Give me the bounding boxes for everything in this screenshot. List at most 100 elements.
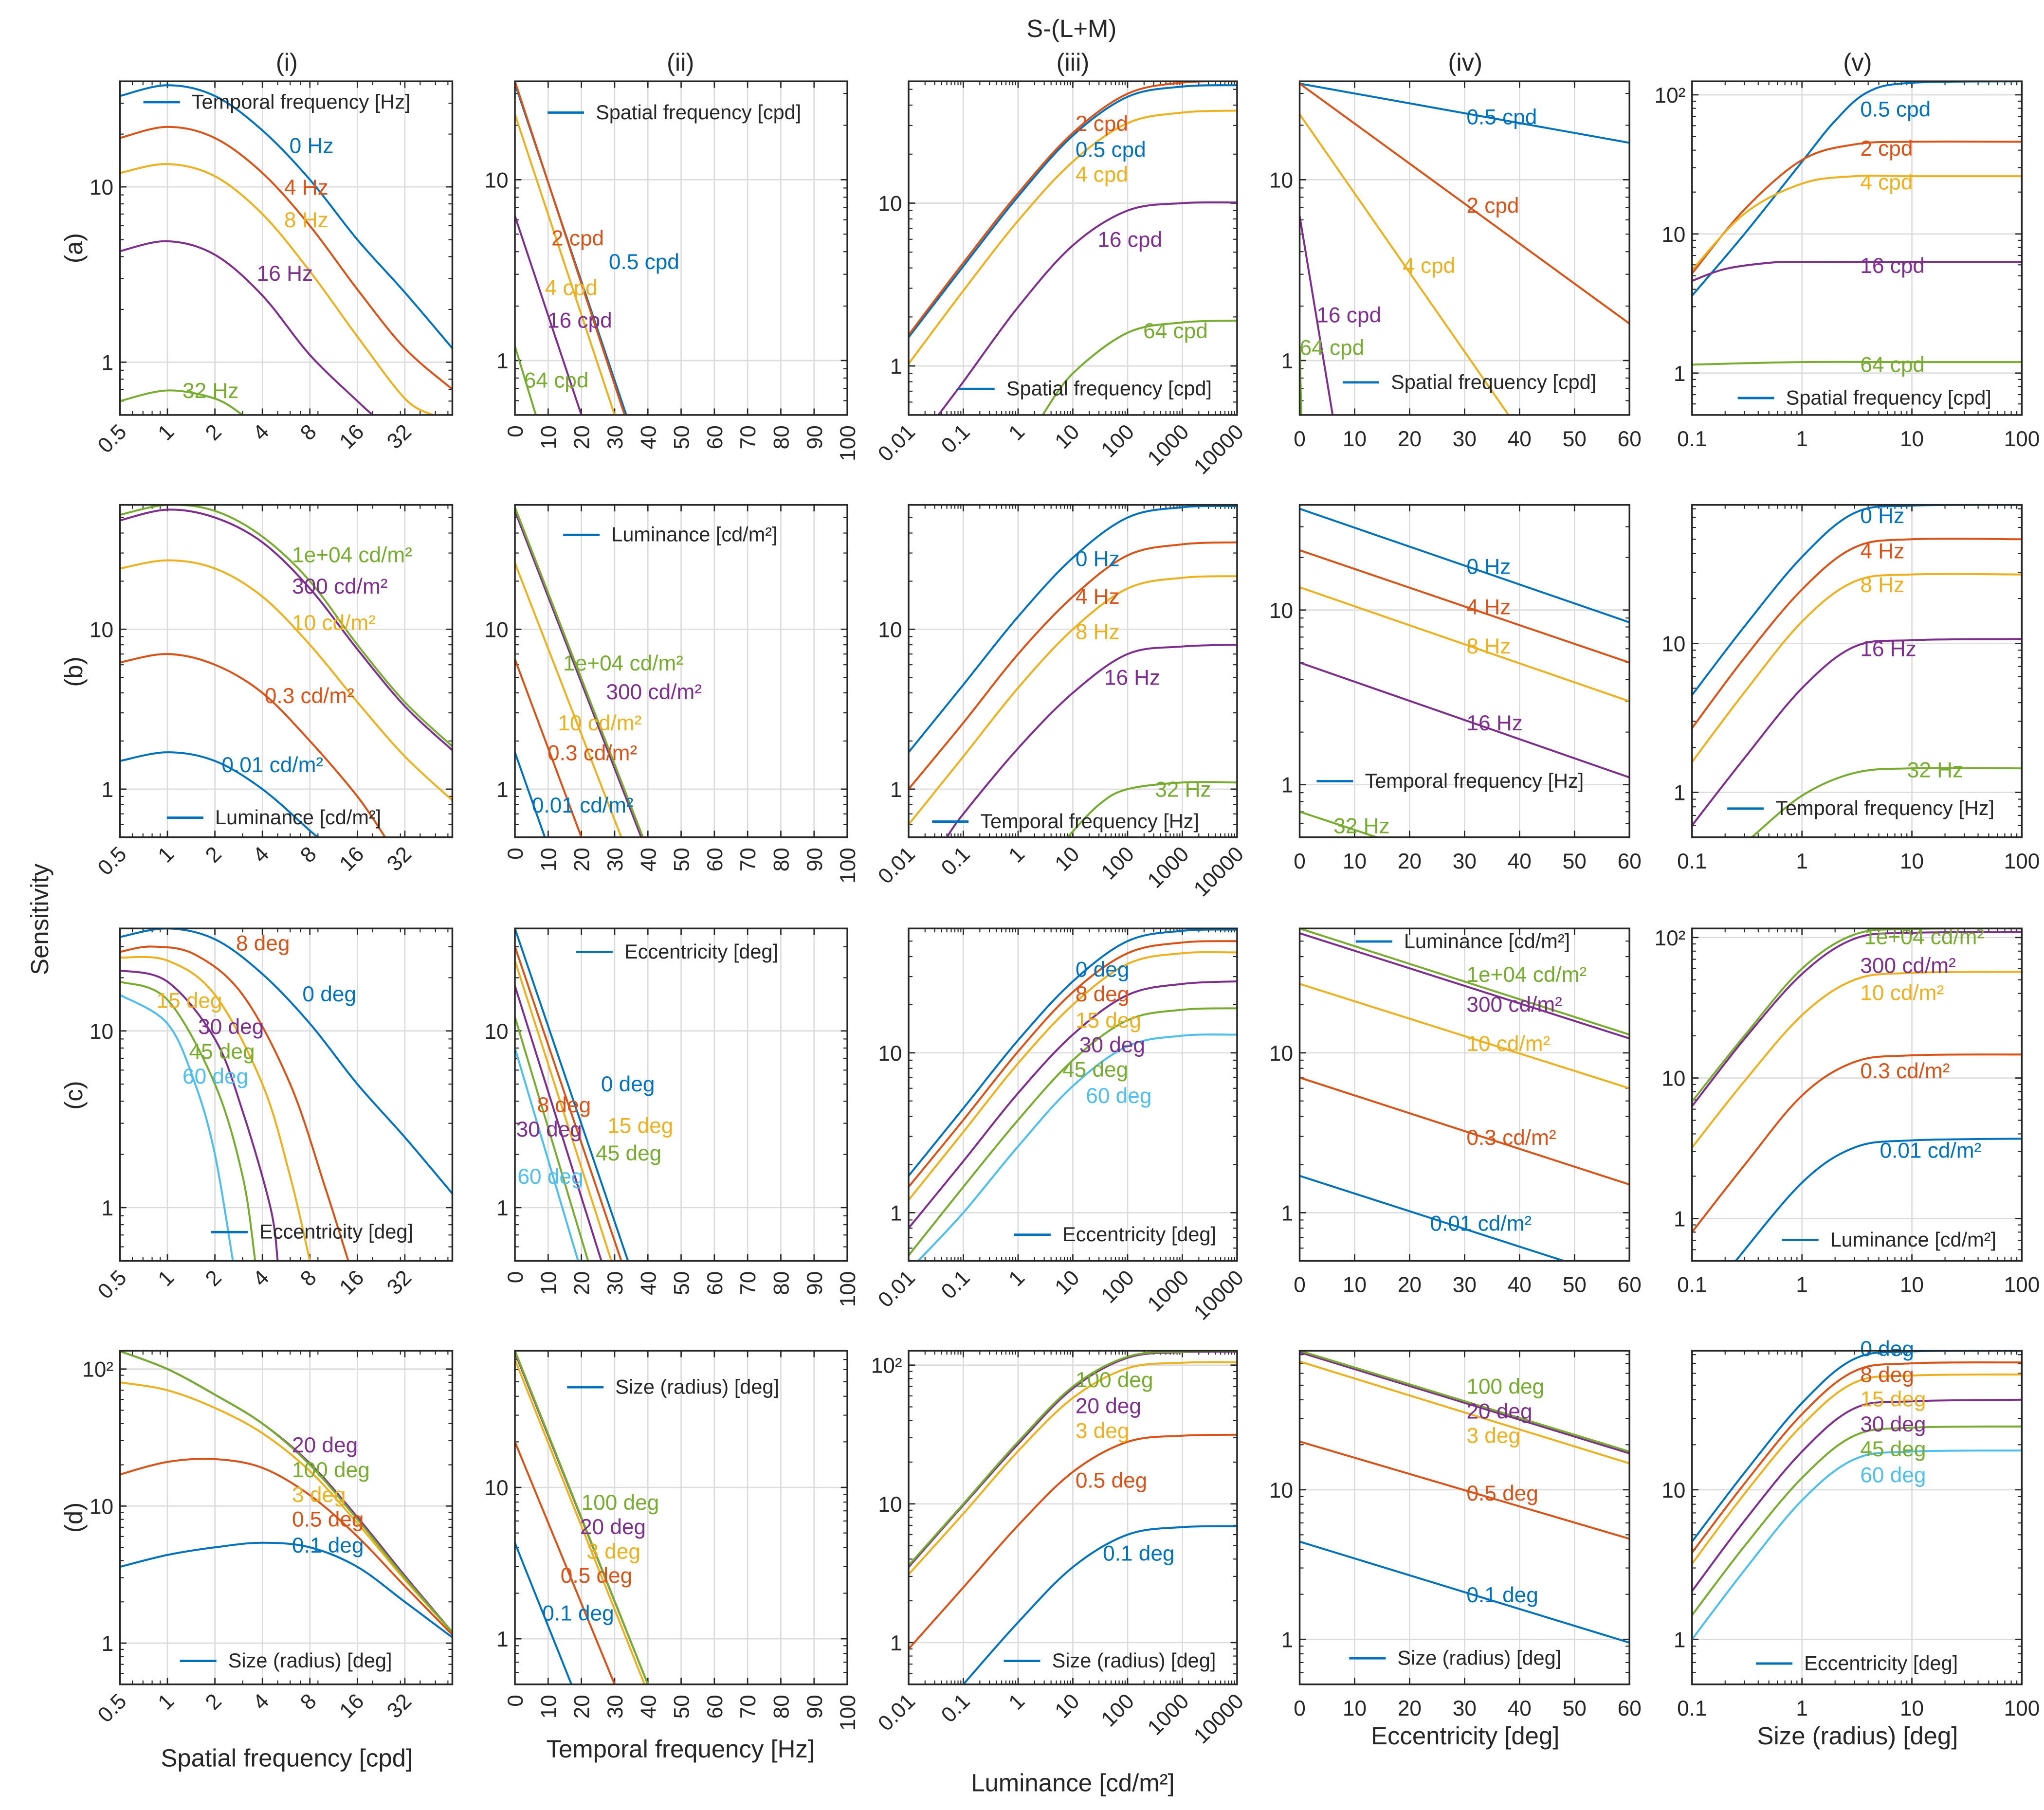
series-line (908, 940, 1237, 1188)
series-label: 0 deg (1076, 958, 1130, 981)
col-title-iii: (iii) (1057, 49, 1090, 76)
x-tick-label: 1000 (1143, 1689, 1193, 1740)
x-tick-label: 32 (383, 1266, 416, 1299)
series-label: 300 cd/m² (1860, 954, 1955, 977)
x-tick-label: 10 (537, 1271, 561, 1295)
series-line (908, 505, 1237, 753)
x-tick-label: 1000 (1143, 420, 1193, 471)
legend-label: Luminance [cd/m²] (1404, 929, 1570, 952)
series-line (908, 951, 1237, 1201)
y-tick-label: 10 (878, 618, 902, 642)
y-tick-label: 1 (496, 1196, 509, 1220)
axes-frame (119, 504, 454, 838)
series-line (515, 946, 622, 1261)
legend-label: Spatial frequency [cpd] (1786, 386, 1991, 409)
series-group (120, 84, 453, 415)
series-label: 4 Hz (284, 176, 328, 199)
series-line (1692, 1398, 2022, 1592)
row-title-c: (c) (60, 1081, 88, 1109)
series-line (515, 985, 602, 1261)
series-line (917, 1033, 1237, 1261)
x-tick-label: 80 (770, 848, 794, 871)
series-line (120, 389, 243, 415)
series-line (1692, 1361, 2022, 1554)
series-label: 60 deg (182, 1065, 248, 1088)
series-label: 300 cd/m² (606, 680, 702, 704)
x-tick-label: 30 (1453, 850, 1477, 873)
x-tick-label: 4 (248, 1266, 274, 1291)
y-tick-label: 10 (1661, 223, 1685, 247)
x-tick-label: 100 (1096, 1266, 1139, 1308)
series-line (908, 575, 1237, 825)
series-group (1692, 1351, 2022, 1640)
series-label: 60 deg (1860, 1464, 1926, 1487)
series-label: 16 cpd (1860, 254, 1925, 278)
series-label: 0.5 deg (561, 1564, 632, 1588)
series-label: 4 cpd (1860, 170, 1913, 194)
x-tick-label: 0.01 (874, 842, 920, 888)
y-tick-label: 1 (1281, 349, 1294, 373)
series-line (120, 1381, 453, 1633)
x-tick-label: 20 (1398, 1697, 1422, 1720)
series-group (120, 928, 453, 1261)
series-label: 0.3 cd/m² (1466, 1126, 1556, 1150)
series-line (515, 752, 546, 837)
series-label: 1e+04 cd/m² (563, 652, 683, 675)
series-label: 30 deg (1079, 1033, 1145, 1057)
legend-label: Temporal frequency [Hz] (1365, 769, 1584, 792)
series-label: 4 Hz (1466, 596, 1511, 619)
x-tick-label: 0.1 (1677, 1273, 1707, 1297)
series-line (1692, 175, 2022, 271)
series-label: 32 Hz (1907, 759, 1963, 782)
series-label: 8 deg (236, 932, 290, 956)
series-line (1692, 261, 2022, 282)
series-label: 0.5 deg (1076, 1468, 1147, 1492)
x-tick-label: 0 (504, 1271, 528, 1284)
series-label: 0.3 cd/m² (265, 684, 354, 708)
series-label: 0.3 cd/m² (1860, 1059, 1950, 1083)
x-tick-label: 0 (1294, 427, 1306, 451)
x-tick-label: 0.01 (874, 1689, 920, 1736)
series-line (515, 1359, 646, 1684)
legend-label: Eccentricity [deg] (259, 1220, 413, 1243)
x-tick-label: 1 (1004, 842, 1029, 868)
axes-frame (908, 1350, 1238, 1685)
x-tick-label: 0.1 (1677, 427, 1707, 451)
series-label: 0 deg (302, 982, 356, 1006)
series-label: 0.5 deg (1466, 1482, 1538, 1505)
x-tick-label: 100 (2004, 427, 2040, 451)
x-tick-label: 30 (603, 1271, 627, 1295)
x-tick-label: 10 (1343, 427, 1367, 451)
series-label: 2 cpd (1076, 112, 1128, 136)
x-tick-label: 1 (1796, 1273, 1808, 1297)
col-title-iv: (iv) (1448, 49, 1482, 76)
x-tick-label: 60 (703, 1695, 727, 1719)
series-line (1067, 781, 1237, 837)
legend-label: Spatial frequency [cpd] (1391, 370, 1596, 393)
series-label: 45 deg (1062, 1058, 1128, 1082)
y-tick-label: 1 (496, 778, 509, 802)
row-title-b: (b) (60, 656, 88, 687)
series-label: 30 deg (1860, 1412, 1926, 1436)
y-tick-label: 1 (1281, 1628, 1294, 1652)
x-tick-label: 16 (335, 1689, 368, 1723)
series-label: 8 Hz (1466, 634, 1511, 658)
series-label: 16 Hz (1466, 711, 1522, 735)
series-group (120, 1351, 453, 1638)
figure-title: S-(L+M) (1026, 15, 1116, 42)
series-line (1299, 216, 1334, 415)
x-tick-label: 0.1 (1677, 850, 1707, 873)
x-tick-label: 20 (570, 848, 594, 871)
series-label: 0.5 deg (292, 1508, 364, 1532)
y-axis-label: Sensitivity (26, 863, 54, 975)
x-tick-label: 10 (1343, 1273, 1367, 1297)
series-line (1692, 1425, 2022, 1616)
legend-label: Size (radius) [deg] (1397, 1647, 1561, 1669)
series-line (908, 1351, 1237, 1566)
x-tick-label: 40 (1508, 427, 1532, 451)
x-tick-label: 0.1 (937, 1689, 975, 1727)
series-line (908, 81, 1237, 336)
x-tick-label: 100 (2004, 850, 2040, 873)
